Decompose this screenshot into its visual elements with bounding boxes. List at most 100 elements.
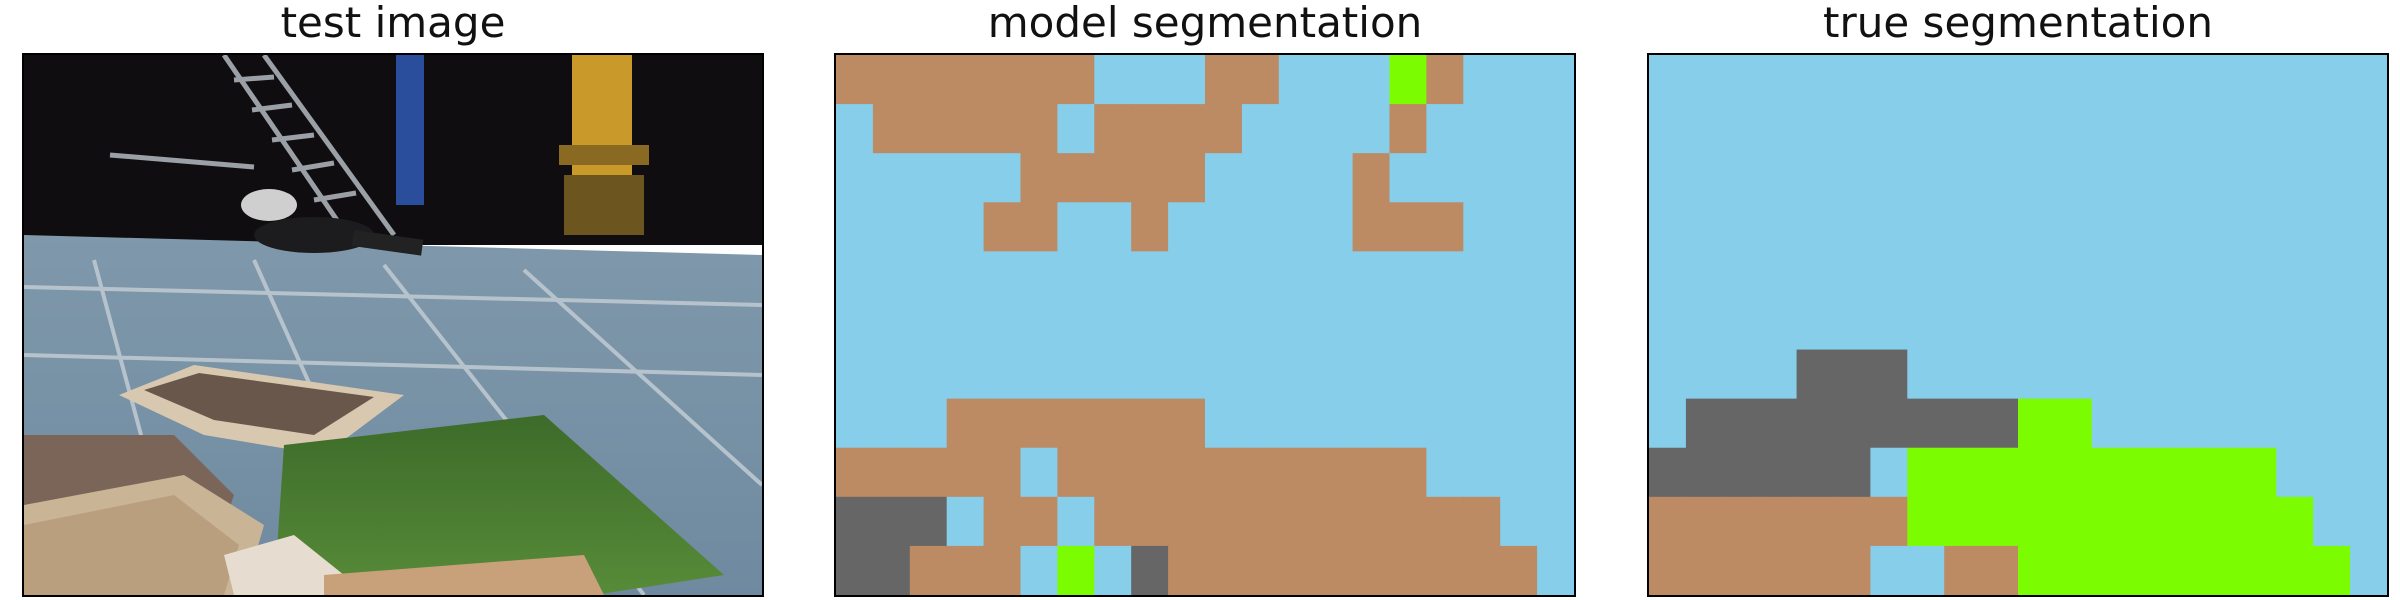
segment-cell — [2018, 300, 2056, 351]
segment-cell — [1722, 300, 1761, 351]
model-segmentation-frame — [834, 53, 1576, 597]
segment-cell — [1500, 545, 1538, 595]
segment-cell — [2018, 496, 2056, 547]
segment-cell — [909, 153, 948, 203]
segment-cell — [1907, 398, 1945, 449]
segment-cell — [1352, 545, 1391, 595]
segment-cell — [2128, 104, 2167, 154]
segment-cell — [2054, 496, 2093, 547]
segment-cell — [1500, 104, 1538, 154]
segment-cell — [1057, 55, 1095, 105]
segment-cell — [946, 349, 985, 400]
segment-cell — [1352, 496, 1391, 547]
segment-cell — [2276, 153, 2314, 203]
segment-cell — [1278, 55, 1317, 105]
segment-cell — [2350, 300, 2387, 351]
segment-cell — [1057, 349, 1095, 400]
segment-cell — [872, 55, 911, 105]
segment-cell — [1205, 251, 1243, 302]
segment-cell — [1241, 153, 1280, 203]
segment-cell — [1094, 300, 1132, 351]
segment-cell — [1537, 104, 1574, 154]
segment-cell — [2054, 447, 2093, 498]
segment-cell — [1537, 300, 1574, 351]
segment-cell — [1131, 153, 1169, 203]
segment-cell — [1315, 153, 1354, 203]
segment-cell — [946, 398, 985, 449]
segment-cell — [1500, 300, 1538, 351]
segment-cell — [2018, 398, 2056, 449]
segment-cell — [1352, 153, 1391, 203]
segment-cell — [2239, 104, 2277, 154]
segment-cell — [1426, 349, 1464, 400]
segment-cell — [1168, 545, 1206, 595]
segment-cell — [1094, 447, 1132, 498]
segment-cell — [2091, 398, 2130, 449]
segment-cell — [1057, 545, 1095, 595]
segment-cell — [2350, 447, 2387, 498]
segment-cell — [872, 202, 911, 252]
segment-cell — [2165, 104, 2204, 154]
segment-cell — [909, 545, 948, 595]
segment-cell — [1722, 545, 1761, 595]
segment-cell — [2128, 202, 2167, 252]
segment-cell — [1131, 447, 1169, 498]
segment-cell — [1131, 55, 1169, 105]
segment-cell — [1759, 300, 1798, 351]
segment-cell — [2018, 447, 2056, 498]
rubble-slab — [119, 365, 404, 455]
segment-cell — [1278, 349, 1317, 400]
segment-cell — [2165, 202, 2204, 252]
ladder — [109, 55, 397, 247]
segment-cell — [1796, 545, 1835, 595]
segment-cell — [1094, 55, 1132, 105]
segment-cell — [1833, 202, 1871, 252]
segment-cell — [1537, 545, 1574, 595]
segment-cell — [2165, 447, 2204, 498]
test-image-frame — [22, 53, 764, 597]
segment-cell — [1685, 55, 1724, 105]
segment-cell — [1759, 153, 1798, 203]
cardboard — [324, 555, 604, 595]
segment-cell — [2091, 251, 2130, 302]
segment-cell — [1870, 300, 1908, 351]
segment-cell — [1057, 398, 1095, 449]
segment-cell — [2165, 251, 2204, 302]
segment-cell — [1315, 545, 1354, 595]
true-segmentation-grid — [1649, 55, 2387, 595]
segment-cell — [983, 349, 1022, 400]
segment-cell — [2202, 300, 2240, 351]
segment-cell — [1020, 496, 1058, 547]
segment-cell — [1278, 300, 1317, 351]
segment-cell — [1870, 349, 1908, 400]
segment-cell — [1500, 251, 1538, 302]
panel-title: true segmentation — [1823, 0, 2213, 47]
segment-cell — [1463, 153, 1501, 203]
segment-cell — [909, 496, 948, 547]
segment-cell — [983, 300, 1022, 351]
segment-cell — [2313, 398, 2351, 449]
segment-cell — [2313, 349, 2351, 400]
segment-cell — [2276, 398, 2314, 449]
segment-cell — [1020, 447, 1058, 498]
segment-cell — [2054, 104, 2093, 154]
segment-cell — [1315, 104, 1354, 154]
segment-cell — [1426, 153, 1464, 203]
segment-cell — [836, 251, 874, 302]
segment-cell — [1759, 104, 1798, 154]
segment-cell — [1685, 104, 1724, 154]
segment-cell — [1315, 496, 1354, 547]
segment-cell — [2202, 447, 2240, 498]
segment-cell — [1685, 398, 1724, 449]
segment-cell — [872, 251, 911, 302]
segment-cell — [1537, 447, 1574, 498]
segment-cell — [1057, 300, 1095, 351]
segment-cell — [2054, 55, 2093, 105]
segment-cell — [1205, 202, 1243, 252]
segment-cell — [2091, 447, 2130, 498]
segment-cell — [872, 300, 911, 351]
segment-cell — [1389, 104, 1427, 154]
segment-cell — [1278, 104, 1317, 154]
segment-cell — [1278, 496, 1317, 547]
segment-cell — [946, 104, 985, 154]
